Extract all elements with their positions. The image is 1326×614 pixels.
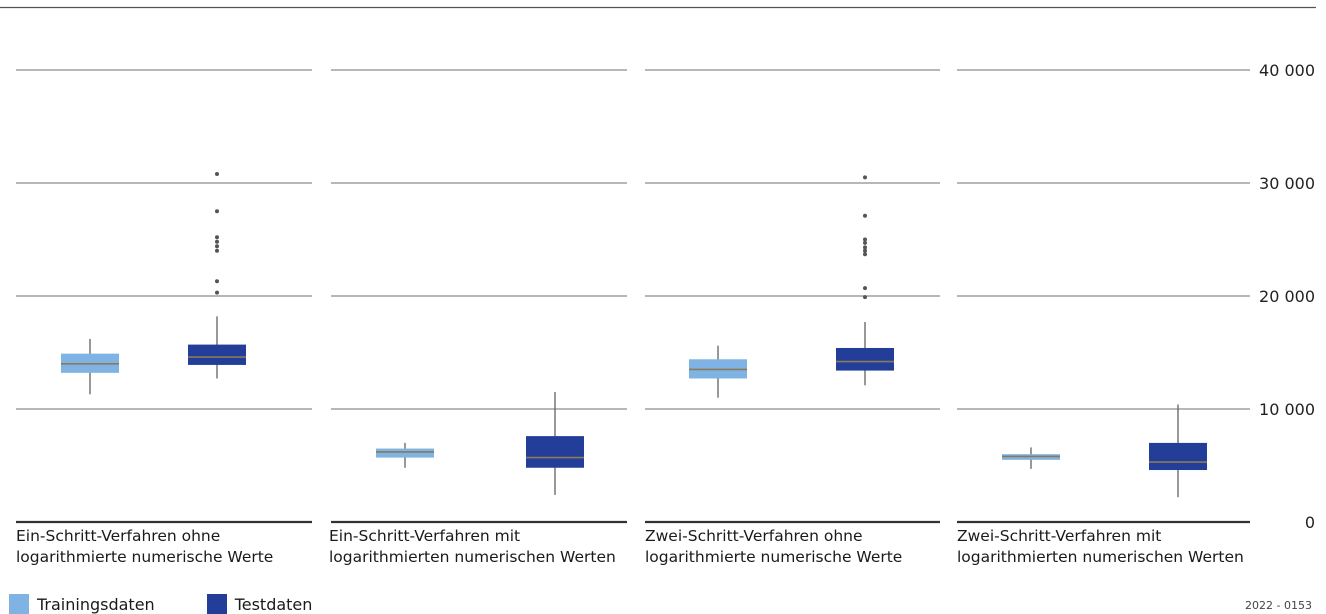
legend-swatch-test [206, 594, 227, 614]
panel-3-test-outlier-8 [863, 213, 867, 218]
panel-label-2: Ein-Schritt-Verfahren mit logarithmierte… [329, 526, 616, 568]
legend-label-test: Testdaten [234, 594, 313, 614]
panel-3-test-outlier-7 [863, 237, 867, 242]
panel-3-test-outlier-6 [863, 240, 867, 245]
panel-label-1-line2: logarithmierte numerische Werte [16, 548, 274, 566]
panel-label-2-line1: Ein-Schritt-Verfahren mit [329, 527, 521, 545]
panel-label-3-line2: logarithmierte numerische Werte [645, 548, 903, 566]
panel-2-test-box [526, 436, 584, 468]
panel-label-1: Ein-Schritt-Verfahren ohne logarithmiert… [16, 526, 273, 568]
legend-item-training: Trainingsdaten [9, 594, 155, 614]
panel-2-training-box [376, 448, 434, 458]
panel-3-test-outlier-5 [863, 245, 867, 250]
panel-1-test-outlier-3 [215, 248, 219, 253]
panel-1-test-outlier-6 [215, 235, 219, 240]
panel-label-4: Zwei-Schritt-Verfahren mit logarithmiert… [957, 526, 1244, 568]
panel-3-test-box [836, 347, 894, 371]
y-tick-label-10000: 10 000 [1259, 400, 1315, 419]
panel-1-test-box [188, 344, 246, 365]
legend-label-training: Trainingsdaten [37, 594, 155, 614]
panel-1-test-outlier-4 [215, 244, 219, 249]
panel-3-test-outlier-4 [863, 248, 867, 253]
footnote: 2022 - 0153 [1245, 599, 1312, 612]
panel-label-1-line1: Ein-Schritt-Verfahren ohne [16, 527, 221, 545]
y-tick-label-40000: 40 000 [1259, 61, 1315, 80]
panel-4-test-box [1149, 442, 1207, 471]
legend-swatch-training [9, 594, 29, 614]
panel-3-test-outlier-9 [863, 175, 867, 180]
panel-1-test-outlier-2 [215, 279, 219, 284]
panel-1-test-outlier-5 [215, 239, 219, 244]
panel-label-3: Zwei-Schritt-Verfahren ohne logarithmier… [645, 526, 902, 568]
panel-1-test-outlier-1 [215, 290, 219, 295]
legend-item-test: Testdaten [206, 594, 313, 614]
panel-1-test-outlier-8 [215, 171, 219, 176]
panel-3-test-outlier-3 [863, 252, 867, 257]
y-tick-label-20000: 20 000 [1259, 287, 1315, 306]
panel-label-3-line1: Zwei-Schritt-Verfahren ohne [645, 527, 863, 545]
panel-label-2-line2: logarithmierten numerischen Werten [329, 548, 616, 566]
panel-3-test-outlier-1 [863, 295, 867, 300]
y-tick-label-30000: 30 000 [1259, 174, 1315, 193]
panel-label-4-line1: Zwei-Schritt-Verfahren mit [957, 527, 1162, 545]
legend: Trainingsdaten Testdaten [9, 594, 364, 614]
y-tick-label-0: 0 [1305, 513, 1315, 532]
panel-3-test-outlier-2 [863, 286, 867, 291]
panel-label-4-line2: logarithmierten numerischen Werten [957, 548, 1244, 566]
panel-1-test-outlier-7 [215, 209, 219, 214]
